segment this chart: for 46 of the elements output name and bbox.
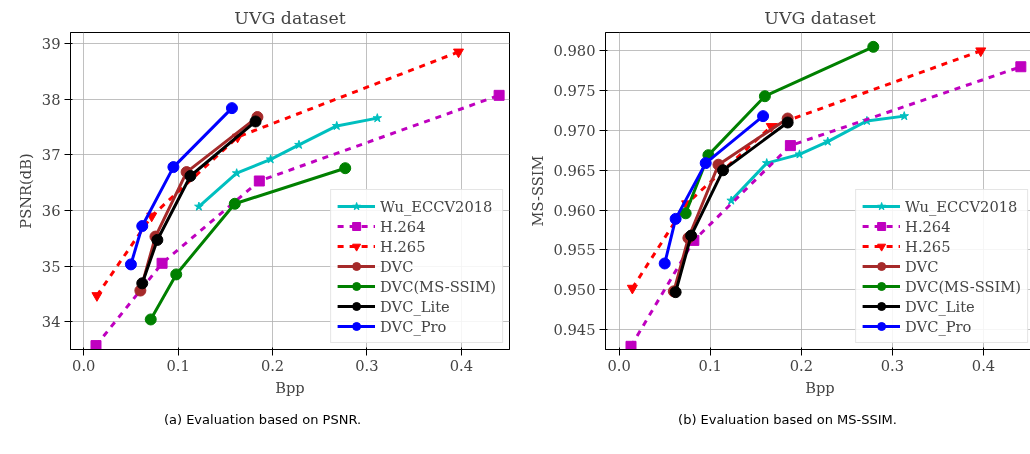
chart-title: UVG dataset (234, 7, 346, 28)
x-tick-label: 0.2 (789, 356, 813, 374)
y-tick-label: 34 (41, 313, 61, 331)
x-axis-title: Bpp (805, 378, 835, 396)
y-tick-label: 0.960 (553, 201, 596, 219)
x-tick-label: 0.4 (449, 356, 474, 374)
legend-label: DVC_Pro (380, 317, 447, 335)
legend-label: H.264 (380, 217, 426, 235)
y-tick-label: 37 (41, 146, 61, 164)
legend-label: H.264 (905, 217, 951, 235)
x-tick-label: 0.4 (971, 356, 996, 374)
y-axis-title: MS-SSIM (528, 155, 546, 227)
legend-label: H.265 (380, 237, 426, 255)
x-tick-label: 0.1 (166, 356, 190, 374)
chart-title: UVG dataset (764, 7, 876, 28)
y-tick-label: 0.955 (553, 241, 596, 259)
legend-label: H.265 (905, 237, 951, 255)
text: (a) Evaluation based on PSNR. (163, 411, 362, 429)
legend-label: DVC_Pro (905, 317, 972, 335)
y-tick-label: 0.975 (553, 82, 596, 100)
y-tick-label: 36 (41, 201, 61, 219)
x-tick-label: 0.1 (698, 356, 722, 374)
y-tick-label: 0.950 (553, 281, 596, 299)
legend-label: DVC(MS-SSIM) (380, 277, 496, 295)
x-tick-label: 0.0 (607, 356, 631, 374)
y-axis-title: PSNR(dB) (16, 153, 34, 229)
x-tick-label: 0.3 (880, 356, 905, 374)
y-tick-label: 0.980 (553, 42, 596, 60)
legend-label: Wu_ECCV2018 (905, 197, 1018, 215)
legend-label: DVC_Lite (905, 297, 975, 315)
y-tick-label: 0.965 (553, 161, 596, 179)
legend-label: DVC (380, 257, 414, 275)
y-tick-label: 0.945 (553, 321, 596, 339)
x-tick-label: 0.0 (72, 356, 96, 374)
legend-label: DVC_Lite (380, 297, 450, 315)
y-tick-label: 0.970 (553, 121, 596, 139)
text: (b) Evaluation based on MS-SSIM. (678, 411, 897, 429)
legend-label: DVC(MS-SSIM) (905, 277, 1021, 295)
x-tick-label: 0.3 (355, 356, 379, 374)
y-tick-label: 39 (41, 35, 61, 53)
x-tick-label: 0.2 (260, 356, 285, 374)
x-axis-title: Bpp (275, 378, 305, 396)
legend-label: Wu_ECCV2018 (380, 197, 493, 215)
y-tick-label: 35 (41, 257, 61, 275)
legend-label: DVC (905, 257, 939, 275)
y-tick-label: 38 (41, 90, 61, 108)
